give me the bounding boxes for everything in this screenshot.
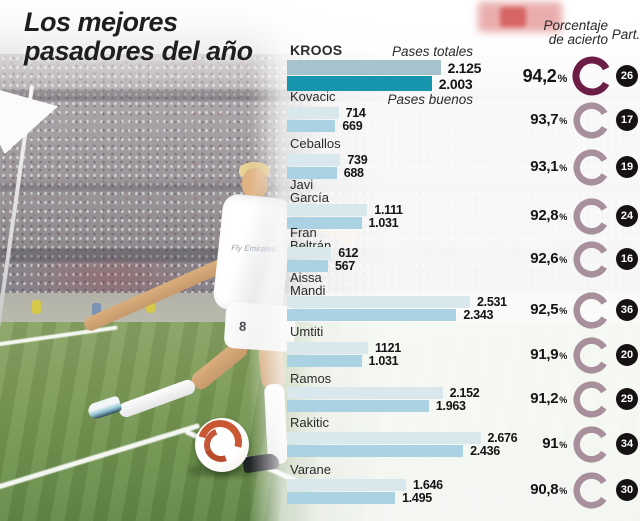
bar-group: 714 669 bbox=[287, 106, 366, 133]
player-name: KROOS bbox=[290, 42, 343, 58]
bar-pases-buenos bbox=[287, 400, 429, 412]
accuracy-percentage: 92,8% bbox=[530, 207, 567, 224]
accuracy-donut-icon bbox=[573, 472, 610, 509]
bar-value-total: 739 bbox=[347, 153, 368, 167]
accuracy-donut-icon bbox=[573, 381, 610, 418]
bar-value-buenos: 2.436 bbox=[470, 444, 500, 458]
bar-value-buenos: 688 bbox=[343, 166, 364, 180]
player-name: Rakitic bbox=[290, 415, 330, 430]
bar-pases-buenos bbox=[287, 309, 457, 321]
bar-pases-totales bbox=[287, 204, 368, 216]
accuracy-percentage: 93,1% bbox=[530, 158, 567, 175]
bar-group: 1121 1.031 bbox=[287, 341, 401, 368]
bar-pases-buenos bbox=[287, 76, 432, 91]
matches-badge: 30 bbox=[616, 479, 638, 501]
accuracy-percentage: 90,8% bbox=[530, 481, 567, 498]
accuracy-donut-icon bbox=[573, 292, 610, 329]
bar-pases-buenos bbox=[287, 445, 464, 457]
matches-badge: 36 bbox=[616, 299, 638, 321]
bar-value-total: 2.125 bbox=[447, 59, 482, 76]
player-name: Ceballos bbox=[290, 136, 341, 151]
bar-value-buenos: 2.343 bbox=[463, 308, 494, 322]
bar-pases-totales bbox=[287, 154, 341, 166]
bar-pases-totales bbox=[287, 296, 470, 308]
header-porcentaje-acierto: Porcentaje de acierto bbox=[543, 18, 608, 47]
bar-pases-totales bbox=[287, 60, 441, 75]
blurred-red-banner-core bbox=[500, 7, 526, 27]
matches-badge: 34 bbox=[616, 433, 638, 455]
accuracy-donut-icon bbox=[573, 337, 610, 374]
matches-badge: 17 bbox=[616, 109, 638, 131]
bar-pases-buenos bbox=[287, 217, 362, 229]
player-name: Umtiti bbox=[290, 324, 324, 339]
bar-value-total: 2.676 bbox=[487, 431, 518, 445]
bar-value-buenos: 1.031 bbox=[368, 354, 399, 368]
bar-group: 2.125 2.003 bbox=[287, 60, 481, 92]
bar-group: 739 688 bbox=[287, 153, 368, 180]
header-partidos: Part. bbox=[611, 27, 640, 42]
bar-pases-buenos bbox=[287, 167, 337, 179]
bar-pases-totales bbox=[287, 479, 406, 491]
bar-value-buenos: 1.495 bbox=[402, 491, 432, 505]
bar-pases-buenos bbox=[287, 120, 336, 132]
bar-group: 612 567 bbox=[287, 246, 359, 273]
bar-value-buenos: 567 bbox=[335, 259, 355, 273]
bar-value-total: 714 bbox=[345, 106, 366, 120]
accuracy-donut-icon bbox=[573, 426, 610, 463]
accuracy-donut-icon bbox=[572, 56, 612, 96]
bar-pases-totales bbox=[287, 432, 481, 444]
accuracy-donut-icon bbox=[573, 149, 610, 186]
accuracy-percentage: 92,6% bbox=[530, 250, 567, 267]
bar-pases-totales bbox=[287, 247, 332, 259]
accuracy-percentage: 91,2% bbox=[530, 390, 567, 407]
bar-value-buenos: 2.003 bbox=[438, 75, 473, 92]
accuracy-donut-icon bbox=[573, 241, 610, 278]
bar-pases-totales bbox=[287, 342, 368, 354]
matches-badge: 20 bbox=[616, 344, 638, 366]
bar-value-buenos: 669 bbox=[342, 119, 363, 133]
matches-badge: 19 bbox=[616, 156, 638, 178]
bar-pases-totales bbox=[287, 107, 339, 119]
bar-pases-totales bbox=[287, 387, 443, 399]
bar-group: 2.152 1.963 bbox=[287, 386, 480, 413]
bar-group: 1.646 1.495 bbox=[287, 478, 443, 505]
accuracy-donut-icon bbox=[573, 102, 610, 139]
player-name: Aissa Mandi bbox=[290, 270, 326, 298]
accuracy-percentage: 94,2% bbox=[522, 66, 568, 86]
bar-pases-buenos bbox=[287, 355, 362, 367]
matches-badge: 26 bbox=[616, 65, 638, 87]
matches-badge: 24 bbox=[616, 205, 638, 227]
bar-pases-buenos bbox=[287, 492, 396, 504]
bar-value-total: 1.646 bbox=[413, 478, 443, 492]
player-name: Varane bbox=[290, 462, 331, 477]
bar-value-buenos: 1.031 bbox=[368, 216, 399, 230]
bar-value-buenos: 1.963 bbox=[435, 399, 466, 413]
page-title: Los mejores pasadores del año bbox=[24, 7, 253, 66]
bar-value-total: 1.111 bbox=[374, 203, 403, 217]
bar-value-total: 2.152 bbox=[449, 386, 480, 400]
player-name: Ramos bbox=[290, 371, 332, 386]
accuracy-donut-icon bbox=[573, 198, 610, 235]
bar-group: 2.676 2.436 bbox=[287, 431, 518, 458]
bar-pases-buenos bbox=[287, 260, 328, 272]
accuracy-percentage: 91% bbox=[542, 435, 567, 452]
bar-value-total: 2.531 bbox=[477, 295, 507, 309]
bar-group: 2.531 2.343 bbox=[287, 295, 507, 322]
passers-chart: Pases totales Pases buenos Porcentaje de… bbox=[285, 0, 640, 521]
matches-badge: 16 bbox=[616, 248, 638, 270]
accuracy-percentage: 93,7% bbox=[530, 111, 567, 128]
accuracy-percentage: 91,9% bbox=[530, 346, 567, 363]
bar-value-total: 1121 bbox=[375, 341, 401, 355]
accuracy-percentage: 92,5% bbox=[530, 301, 567, 318]
bar-group: 1.111 1.031 bbox=[287, 203, 403, 230]
bar-value-total: 612 bbox=[338, 246, 359, 260]
header-pases-buenos: Pases buenos bbox=[387, 92, 473, 107]
matches-badge: 29 bbox=[616, 388, 638, 410]
player-name: Kovacic bbox=[290, 89, 336, 104]
player-name: Javi García bbox=[290, 177, 330, 205]
header-pases-totales: Pases totales bbox=[391, 44, 473, 59]
